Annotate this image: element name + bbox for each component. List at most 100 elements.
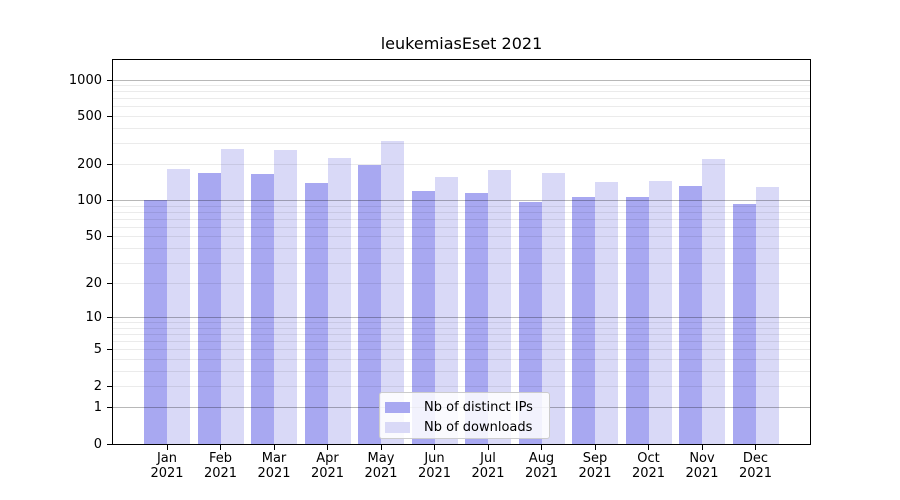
y-tick-1000	[107, 79, 112, 81]
bar-nb-of-distinct-ips-jun-2021	[411, 190, 435, 444]
bar-nb-of-distinct-ips-dec-2021	[732, 203, 756, 444]
x-tick-jun-2021	[434, 445, 436, 450]
y-tick-10	[107, 317, 112, 319]
x-tick-label-mar-2021: Mar 2021	[243, 451, 305, 481]
chart-title: leukemiasEset 2021	[380, 34, 543, 53]
x-tick-sep-2021	[594, 445, 596, 450]
legend-label-distinct-ips: Nb of distinct IPs	[424, 399, 533, 415]
gridline-50	[113, 236, 810, 238]
x-tick-label-line: 2021	[150, 466, 184, 481]
bar-nb-of-downloads-sep-2021	[595, 181, 618, 444]
x-tick-dec-2021	[755, 445, 757, 450]
bar-nb-of-downloads-jul-2021	[488, 170, 511, 444]
y-tick-label-1: 1	[93, 400, 102, 415]
gridline-4	[113, 358, 810, 360]
gridline-300	[113, 142, 810, 144]
y-tick-label-1000: 1000	[68, 72, 102, 88]
x-tick-label-line: 2021	[417, 466, 452, 481]
x-tick-label-may-2021: May 2021	[350, 451, 412, 481]
bar-nb-of-distinct-ips-apr-2021	[304, 182, 328, 444]
x-tick-label-sep-2021: Sep 2021	[564, 451, 626, 481]
legend: Nb of distinct IPs Nb of downloads	[379, 392, 550, 439]
x-tick-oct-2021	[648, 445, 650, 450]
bar-nb-of-downloads-apr-2021	[327, 158, 351, 444]
bar-nb-of-distinct-ips-oct-2021	[625, 197, 649, 444]
x-tick-aug-2021	[541, 445, 543, 450]
y-tick-20	[107, 283, 112, 285]
gridline-90	[113, 205, 810, 207]
gridline-5	[113, 349, 810, 351]
x-tick-apr-2021	[327, 445, 329, 450]
y-tick-0	[107, 443, 112, 445]
x-tick-label-line: Sep	[582, 451, 608, 466]
bar-nb-of-distinct-ips-jul-2021	[465, 193, 488, 444]
y-tick-label-5: 5	[93, 342, 102, 358]
bar-nb-of-distinct-ips-jan-2021	[144, 200, 167, 444]
gridline-30	[113, 262, 810, 264]
gridline-8	[113, 327, 810, 329]
gridline-80	[113, 212, 810, 213]
x-tick-label-line: Nov	[689, 451, 715, 466]
gridline-2	[113, 385, 810, 387]
x-tick-label-line: 2021	[738, 466, 773, 481]
y-tick-label-100: 100	[77, 193, 102, 209]
y-tick-50	[107, 236, 112, 238]
x-tick-feb-2021	[220, 445, 222, 450]
gridline-500	[113, 116, 810, 117]
legend-label-downloads: Nb of downloads	[424, 419, 533, 435]
y-tick-label-200: 200	[77, 157, 102, 173]
x-tick-label-jul-2021: Jul 2021	[457, 451, 519, 481]
bar-nb-of-downloads-may-2021	[381, 140, 404, 444]
y-tick-label-0: 0	[93, 436, 102, 452]
y-tick-label-500: 500	[77, 109, 102, 124]
x-tick-label-line: 2021	[471, 466, 505, 481]
x-tick-label-line: 2021	[203, 466, 238, 481]
y-tick-label-20: 20	[85, 276, 102, 292]
x-tick-label-line: 2021	[524, 466, 559, 481]
gridline-800	[113, 91, 810, 93]
x-tick-label-oct-2021: Oct 2021	[618, 451, 680, 481]
x-tick-label-dec-2021: Dec 2021	[725, 451, 787, 481]
y-tick-100	[107, 200, 112, 202]
legend-item-distinct-ips: Nb of distinct IPs	[385, 397, 549, 417]
bar-nb-of-distinct-ips-nov-2021	[679, 185, 702, 444]
bar-nb-of-downloads-aug-2021	[541, 172, 565, 444]
bar-nb-of-downloads-mar-2021	[274, 150, 297, 444]
bar-nb-of-distinct-ips-may-2021	[358, 164, 381, 444]
x-tick-label-line: Mar	[261, 451, 287, 466]
x-tick-nov-2021	[701, 445, 703, 450]
bar-nb-of-downloads-oct-2021	[648, 181, 672, 444]
x-tick-label-line: Aug	[528, 451, 555, 466]
bar-nb-of-downloads-feb-2021	[220, 148, 244, 444]
x-tick-label-feb-2021: Feb 2021	[190, 451, 252, 481]
y-tick-label-10: 10	[85, 310, 102, 326]
gridline-3	[113, 370, 810, 372]
y-tick-1	[107, 407, 112, 409]
bar-nb-of-distinct-ips-mar-2021	[251, 174, 274, 444]
gridline-6	[113, 341, 810, 342]
x-tick-label-line: Dec	[742, 451, 769, 466]
x-tick-label-line: Jan	[156, 451, 178, 466]
x-tick-label-jan-2021: Jan 2021	[136, 451, 198, 481]
y-tick-5	[107, 349, 112, 351]
x-tick-label-line: 2021	[631, 466, 666, 481]
y-tick-label-50: 50	[85, 229, 102, 245]
x-tick-label-line: Jun	[424, 451, 445, 466]
gridline-1000	[113, 79, 810, 81]
x-tick-label-line: Apr	[316, 451, 339, 466]
x-tick-label-line: 2021	[578, 466, 612, 481]
x-tick-jul-2021	[487, 445, 489, 450]
bar-nb-of-downloads-nov-2021	[702, 159, 725, 444]
gridline-20	[113, 283, 810, 285]
gridline-100	[113, 200, 810, 202]
gridline-900	[113, 85, 810, 86]
gridline-70	[113, 218, 810, 220]
gridline-200	[113, 164, 810, 166]
x-tick-label-aug-2021: Aug 2021	[511, 451, 573, 481]
x-tick-label-line: Feb	[208, 451, 233, 466]
bar-nb-of-downloads-jan-2021	[167, 169, 190, 444]
x-tick-mar-2021	[273, 445, 275, 450]
x-tick-label-line: Jul	[480, 451, 496, 466]
bar-nb-of-downloads-dec-2021	[755, 187, 779, 444]
